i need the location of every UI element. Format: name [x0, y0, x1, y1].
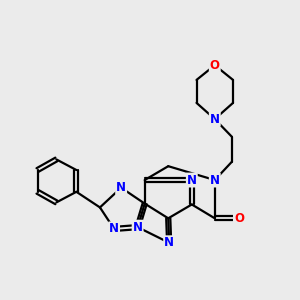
- Text: N: N: [116, 181, 126, 194]
- Text: N: N: [210, 173, 220, 187]
- Text: O: O: [234, 212, 244, 225]
- Text: N: N: [164, 236, 174, 249]
- Text: O: O: [210, 59, 220, 72]
- Text: N: N: [109, 222, 119, 236]
- Text: N: N: [187, 173, 197, 187]
- Text: N: N: [133, 220, 142, 234]
- Text: N: N: [210, 112, 220, 126]
